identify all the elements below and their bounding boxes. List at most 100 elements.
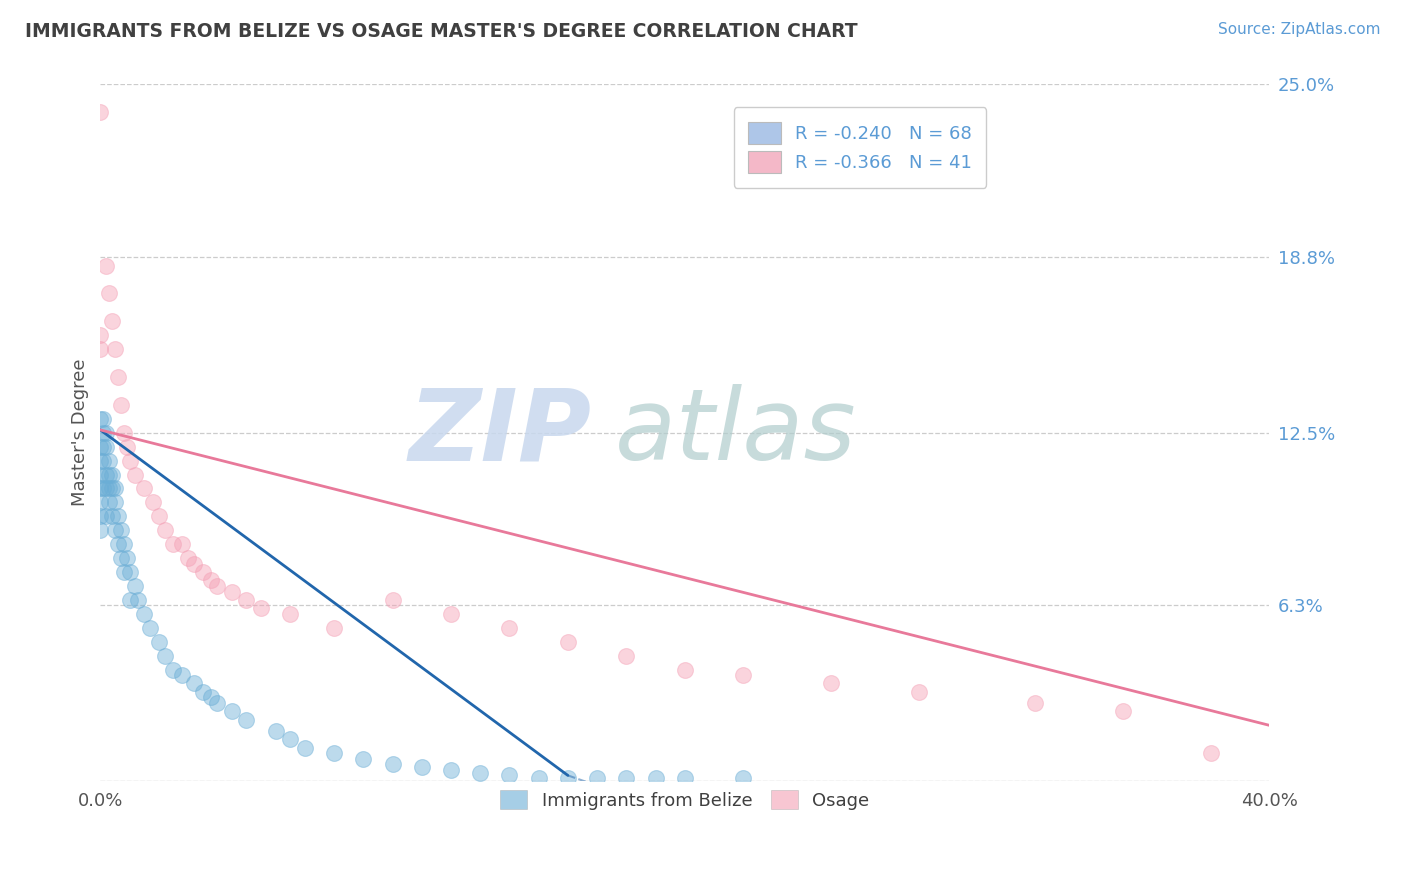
Point [207, 579, 229, 593]
Point [89, 440, 111, 454]
Point [586, 771, 609, 785]
Point [104, 523, 127, 537]
Point [172, 537, 194, 551]
Point [98, 286, 121, 301]
Point [118, 593, 141, 607]
Point [440, 607, 463, 621]
Point [673, 663, 696, 677]
Point [207, 696, 229, 710]
Point [101, 482, 124, 496]
Legend: Immigrants from Belize, Osage: Immigrants from Belize, Osage [486, 776, 883, 824]
Text: atlas: atlas [614, 384, 856, 481]
Point [614, 648, 637, 663]
Point [250, 601, 273, 615]
Point [557, 634, 579, 648]
Point [96, 440, 118, 454]
Point [733, 668, 755, 682]
Point [200, 690, 222, 705]
Point [183, 676, 205, 690]
Point [191, 685, 214, 699]
Point [110, 551, 132, 566]
Point [644, 771, 666, 785]
Point [101, 509, 124, 524]
Point [134, 482, 156, 496]
Point [527, 771, 550, 785]
Point [323, 621, 346, 635]
Point [162, 537, 184, 551]
Point [96, 259, 118, 273]
Text: Source: ZipAtlas.com: Source: ZipAtlas.com [1218, 22, 1381, 37]
Point [104, 482, 127, 496]
Point [191, 565, 214, 579]
Point [134, 607, 156, 621]
Point [183, 557, 205, 571]
Point [91, 440, 114, 454]
Point [235, 713, 257, 727]
Point [89, 509, 111, 524]
Point [127, 593, 149, 607]
Point [110, 398, 132, 412]
Point [323, 746, 346, 760]
Point [614, 771, 637, 785]
Point [89, 411, 111, 425]
Point [91, 425, 114, 440]
Point [104, 495, 127, 509]
Point [98, 495, 121, 509]
Point [91, 482, 114, 496]
Point [118, 453, 141, 467]
Point [112, 565, 135, 579]
Point [470, 765, 492, 780]
Point [96, 467, 118, 482]
Point [107, 370, 129, 384]
Point [115, 551, 138, 566]
Point [153, 523, 176, 537]
Point [153, 648, 176, 663]
Point [115, 440, 138, 454]
Point [148, 634, 170, 648]
Point [96, 482, 118, 496]
Point [107, 537, 129, 551]
Point [112, 425, 135, 440]
Point [98, 467, 121, 482]
Point [89, 482, 111, 496]
Point [177, 551, 200, 566]
Point [381, 757, 404, 772]
Point [498, 768, 520, 782]
Y-axis label: Master's Degree: Master's Degree [72, 359, 89, 507]
Point [91, 453, 114, 467]
Point [89, 453, 111, 467]
Point [89, 495, 111, 509]
Point [96, 509, 118, 524]
Point [96, 425, 118, 440]
Point [148, 509, 170, 524]
Point [104, 342, 127, 356]
Point [498, 621, 520, 635]
Point [110, 523, 132, 537]
Point [820, 676, 842, 690]
Point [98, 482, 121, 496]
Point [278, 732, 301, 747]
Point [673, 771, 696, 785]
Point [162, 663, 184, 677]
Point [172, 668, 194, 682]
Point [91, 411, 114, 425]
Point [264, 723, 287, 738]
Point [440, 763, 463, 777]
Point [89, 523, 111, 537]
Point [235, 593, 257, 607]
Point [733, 771, 755, 785]
Point [118, 565, 141, 579]
Point [1199, 746, 1222, 760]
Point [1112, 704, 1135, 718]
Text: ZIP: ZIP [408, 384, 592, 481]
Point [101, 314, 124, 328]
Point [1024, 696, 1046, 710]
Point [381, 593, 404, 607]
Point [411, 760, 433, 774]
Point [124, 579, 146, 593]
Point [89, 105, 111, 120]
Point [139, 621, 162, 635]
Point [278, 607, 301, 621]
Point [907, 685, 929, 699]
Point [89, 342, 111, 356]
